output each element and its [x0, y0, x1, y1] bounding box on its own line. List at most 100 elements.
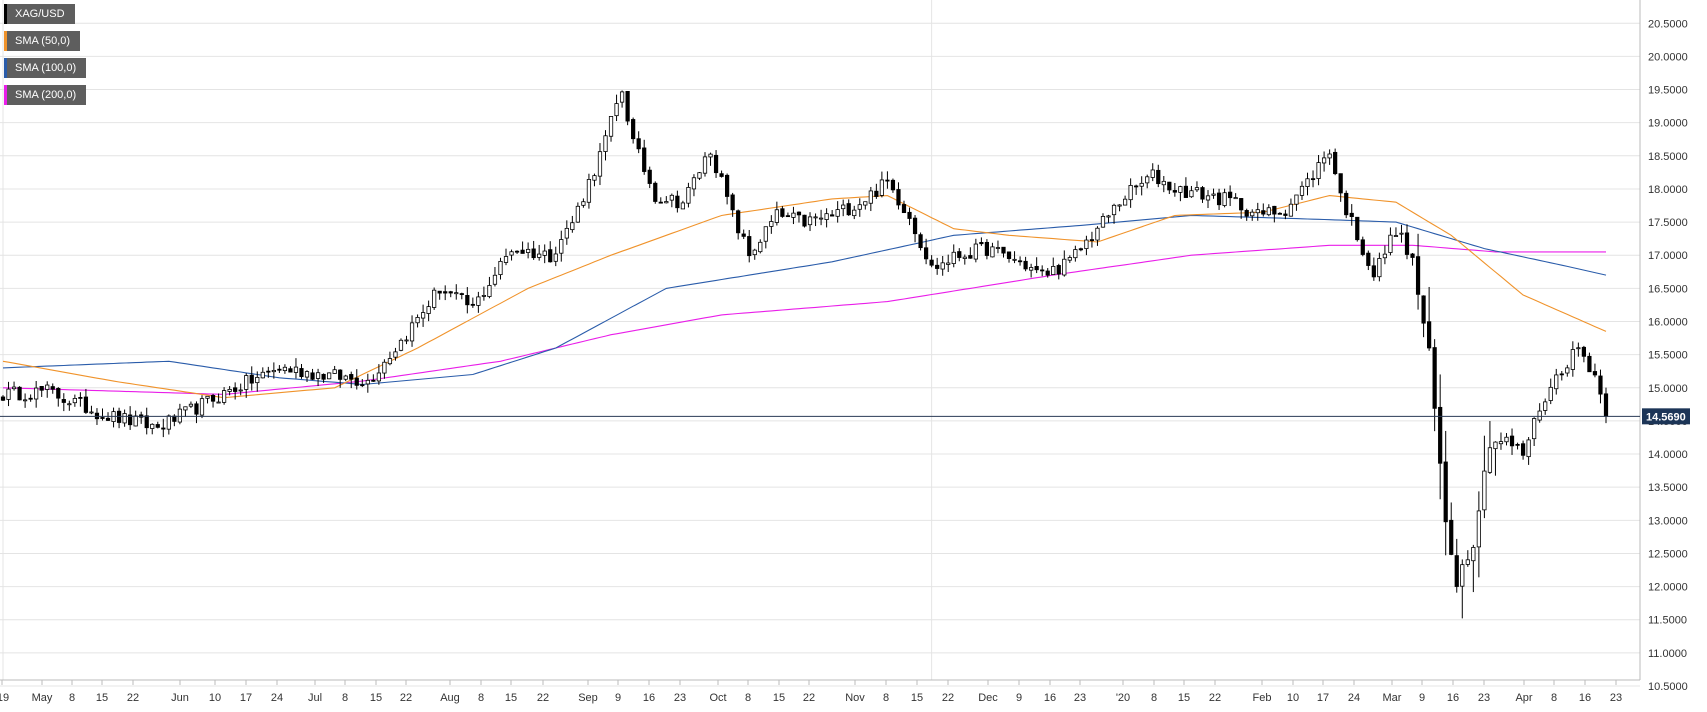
candle — [371, 374, 376, 382]
candle-body-down — [929, 259, 934, 266]
candle-body-down — [520, 249, 525, 254]
candle — [1040, 265, 1045, 277]
candle-body-down — [128, 414, 133, 426]
candle-body-up — [1487, 447, 1493, 473]
candle — [1051, 257, 1056, 275]
candle-body-up — [542, 250, 547, 256]
candle-body-up — [1067, 257, 1072, 261]
x-tick-label: 15 — [370, 692, 382, 704]
candle-body-down — [514, 250, 520, 253]
candle — [249, 366, 254, 391]
candle — [150, 423, 155, 435]
legend-label: SMA (200,0) — [15, 89, 77, 101]
candle — [72, 394, 77, 407]
x-tick-label: 8 — [1551, 692, 1557, 704]
x-tick-label: Nov — [845, 692, 865, 704]
candle — [1029, 263, 1034, 278]
candle-body-up — [387, 358, 393, 365]
candle-body-up — [133, 415, 138, 427]
candle — [1305, 172, 1310, 196]
candle-body-up — [216, 401, 221, 404]
candle-body-up — [619, 91, 625, 103]
candle-body-up — [1476, 510, 1481, 548]
candle — [796, 211, 802, 223]
candle — [570, 215, 575, 233]
sma-100-line — [2, 214, 1607, 386]
candle — [979, 237, 984, 246]
legend-item-sma100[interactable]: SMA (100,0) — [4, 58, 87, 78]
legend-item-sma50[interactable]: SMA (50,0) — [4, 31, 81, 51]
candle — [608, 116, 614, 142]
candle — [188, 401, 194, 409]
candle — [713, 150, 719, 178]
candle — [1338, 173, 1343, 202]
last-price-label: 14.5690 — [1646, 411, 1686, 423]
candle-body-up — [664, 201, 669, 204]
candle-body-up — [852, 209, 857, 217]
candle-body-down — [1415, 256, 1421, 295]
candle — [255, 371, 260, 392]
candle — [1366, 250, 1371, 271]
candle — [1532, 417, 1537, 447]
candle — [1570, 341, 1575, 377]
legend-item-sma200[interactable]: SMA (200,0) — [4, 85, 87, 105]
candle — [1084, 235, 1089, 256]
candle-body-down — [1167, 181, 1172, 191]
last-price-tag — [1642, 408, 1690, 425]
candle — [1438, 374, 1443, 500]
candle — [835, 201, 840, 223]
candle-body-down — [1559, 373, 1564, 376]
candle-body-up — [1294, 194, 1299, 205]
candle — [343, 374, 348, 382]
legend-swatch — [4, 58, 7, 78]
candle-body-down — [730, 194, 735, 211]
x-tick-label: 22 — [1209, 692, 1221, 704]
candle — [437, 290, 442, 300]
candle — [398, 338, 404, 352]
candle-body-up — [686, 186, 691, 204]
candle — [1382, 245, 1388, 265]
candle-body-down — [1410, 253, 1415, 258]
x-tick-label: 8 — [1151, 692, 1157, 704]
candle — [1432, 339, 1437, 432]
candle-body-up — [1327, 153, 1332, 159]
candle-body-down — [1089, 239, 1095, 241]
candle-body-down — [923, 247, 929, 260]
x-tick-label: 15 — [911, 692, 923, 704]
candle-body-down — [1598, 375, 1603, 395]
candle-body-down — [907, 211, 912, 219]
candle-body-down — [675, 195, 680, 209]
legend-item-price[interactable]: XAG/USD — [4, 4, 75, 24]
candle-body-up — [1565, 367, 1570, 374]
candle-body-up — [1526, 439, 1531, 458]
candle-body-up — [669, 194, 674, 201]
candle — [769, 215, 774, 234]
candle — [1333, 148, 1338, 176]
candle — [1167, 181, 1172, 195]
candle — [23, 393, 28, 408]
candle-body-up — [492, 274, 498, 285]
candle — [266, 366, 271, 378]
candle-body-up — [990, 246, 995, 258]
candle — [238, 383, 243, 396]
candle-body-up — [1266, 207, 1271, 216]
candle-body-up — [763, 226, 768, 242]
x-tick-label: 15 — [773, 692, 785, 704]
candle — [995, 240, 1001, 254]
candle — [409, 315, 415, 347]
x-tick-label: 8 — [478, 692, 484, 704]
candle — [177, 403, 182, 425]
candle-body-down — [56, 387, 61, 399]
candle-body-up — [575, 205, 580, 223]
candle — [1228, 185, 1233, 207]
sma-50-line — [2, 195, 1607, 399]
candle-body-up — [1211, 193, 1216, 196]
candle — [912, 215, 918, 243]
candle — [34, 380, 39, 408]
candle — [686, 182, 691, 208]
candle — [1526, 437, 1531, 465]
candle — [17, 386, 22, 401]
candle — [28, 394, 33, 402]
candle-body-down — [161, 427, 166, 430]
candle-body-up — [1189, 190, 1194, 198]
